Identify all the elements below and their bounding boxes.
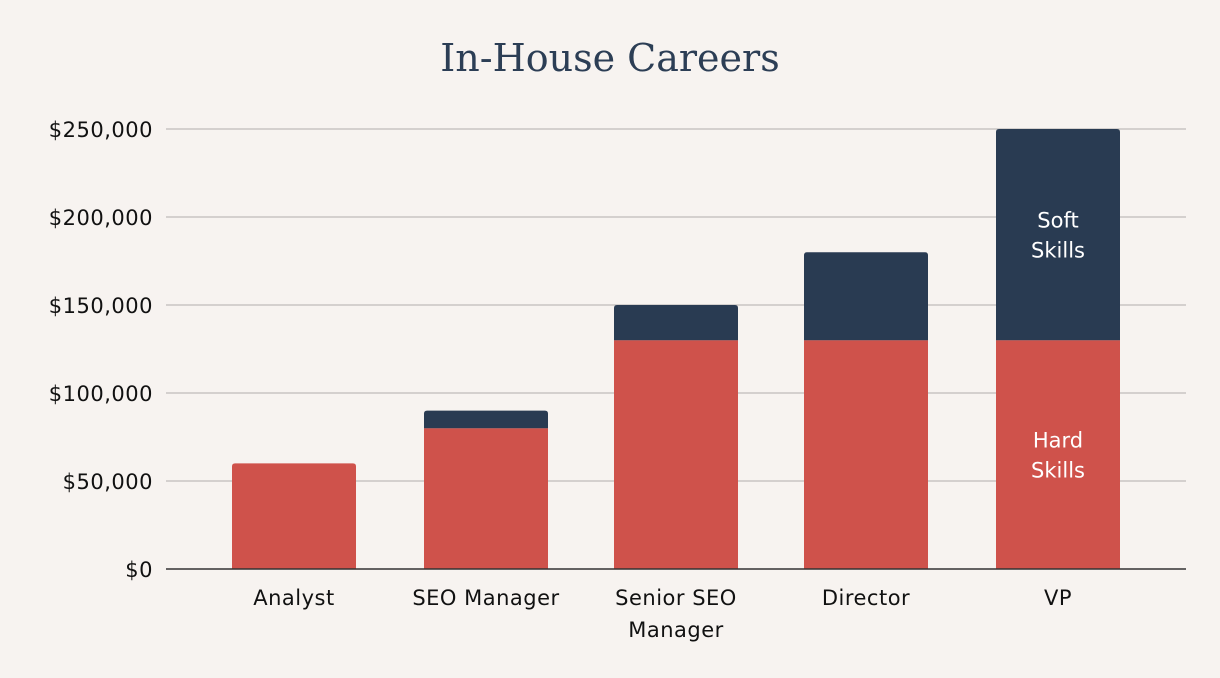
x-tick-label: Analyst — [253, 586, 334, 610]
x-tick-label: Senior SEO — [615, 586, 737, 610]
bar-soft-skills — [424, 410, 548, 429]
bar-hard-skills — [232, 463, 356, 569]
bar-hard-skills — [804, 340, 928, 569]
y-tick-label: $50,000 — [63, 470, 153, 494]
x-tick-label: Manager — [628, 618, 724, 642]
bar-soft-skills — [614, 305, 738, 341]
x-tick-label: Director — [822, 586, 910, 610]
y-tick-label: $200,000 — [49, 206, 153, 230]
y-tick-label: $0 — [125, 558, 153, 582]
bar-soft-skills — [996, 129, 1120, 341]
bar-annotation-label: Soft — [1037, 209, 1078, 233]
bar-annotation-label: Skills — [1031, 459, 1085, 483]
bar-hard-skills — [996, 340, 1120, 569]
bar-hard-skills — [424, 428, 548, 569]
x-tick-label: SEO Manager — [412, 586, 559, 610]
bar-hard-skills — [614, 340, 738, 569]
chart-title: In-House Careers — [440, 36, 780, 80]
x-tick-label: VP — [1044, 586, 1072, 610]
y-tick-label: $250,000 — [49, 118, 153, 142]
bar-soft-skills — [804, 252, 928, 341]
bar-annotation-label: Hard — [1033, 429, 1083, 453]
bar-annotation-label: Skills — [1031, 239, 1085, 263]
y-tick-label: $100,000 — [49, 382, 153, 406]
y-tick-label: $150,000 — [49, 294, 153, 318]
